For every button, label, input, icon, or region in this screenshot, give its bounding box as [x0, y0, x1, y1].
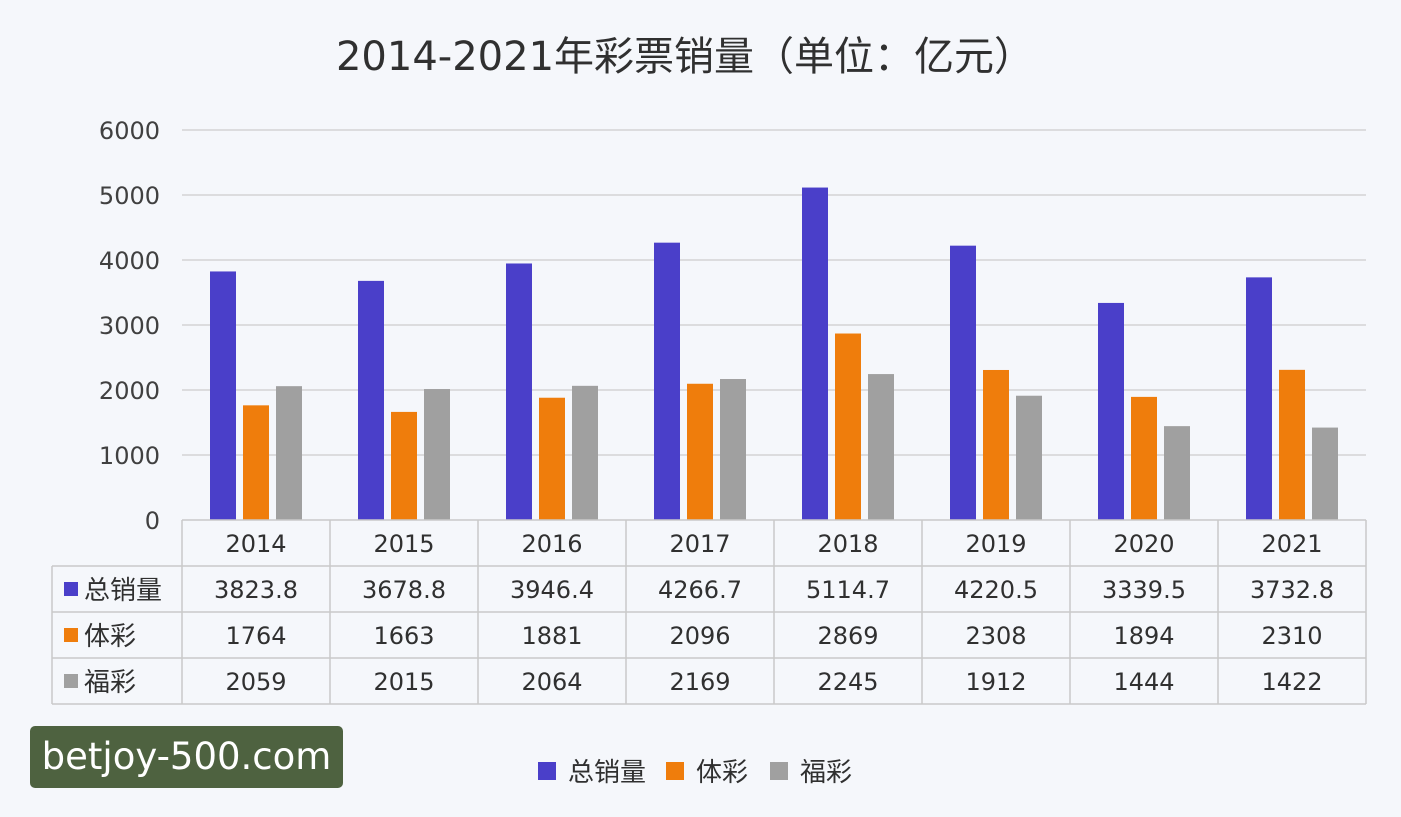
bar [654, 242, 680, 521]
x-tick-label: 2014 [225, 530, 286, 558]
data-label: 1663 [373, 622, 434, 650]
y-tick-label: 3000 [99, 312, 160, 340]
bar [1016, 395, 1042, 520]
legend-label: 福彩 [800, 758, 852, 788]
bar [276, 386, 302, 520]
bar [539, 397, 565, 520]
data-label: 4266.7 [658, 576, 742, 604]
bar [1131, 396, 1157, 520]
x-tick-label: 2018 [817, 530, 878, 558]
y-tick-label: 4000 [99, 247, 160, 275]
y-tick-label: 2000 [99, 377, 160, 405]
bar [506, 263, 532, 520]
legend-key [538, 762, 556, 780]
data-label: 2064 [521, 668, 582, 696]
bars [210, 187, 1338, 521]
data-label: 2015 [373, 668, 434, 696]
data-table: 2014 2015 2016 2017 2018 2019 2020 2021 总销量 3823.… [51, 519, 1367, 705]
bar [687, 383, 713, 520]
y-tick-label: 5000 [99, 182, 160, 210]
bar [1246, 277, 1272, 520]
bar [1164, 426, 1190, 520]
data-label: 2869 [817, 622, 878, 650]
legend-key [666, 762, 684, 780]
x-tick-label: 2019 [965, 530, 1026, 558]
bar [572, 385, 598, 520]
data-label: 2308 [965, 622, 1026, 650]
data-label: 2096 [669, 622, 730, 650]
data-label: 1912 [965, 668, 1026, 696]
bar [983, 369, 1009, 520]
legend: 总销量 体彩 福彩 [538, 758, 852, 788]
y-tick-label: 6000 [99, 117, 160, 145]
bar [950, 245, 976, 521]
data-label: 3823.8 [214, 576, 298, 604]
data-label: 3339.5 [1102, 576, 1186, 604]
x-tick-label: 2015 [373, 530, 434, 558]
x-tick-label: 2016 [521, 530, 582, 558]
data-label: 2059 [225, 668, 286, 696]
x-tick-label: 2021 [1261, 530, 1322, 558]
x-tick-label: 2017 [669, 530, 730, 558]
bar [1098, 302, 1124, 520]
y-axis-ticks: 0 1000 2000 3000 4000 5000 6000 [99, 117, 160, 535]
y-tick-label: 0 [145, 507, 160, 535]
bar [243, 405, 269, 520]
data-label: 2310 [1261, 622, 1322, 650]
data-label: 1881 [521, 622, 582, 650]
data-label: 5114.7 [806, 576, 890, 604]
bar [720, 379, 746, 520]
bar [424, 389, 450, 520]
bar [835, 333, 861, 520]
bar [210, 271, 236, 520]
bar [802, 187, 828, 520]
bar [358, 280, 384, 520]
data-label: 1894 [1113, 622, 1174, 650]
table-series-name: 体彩 [84, 622, 136, 652]
data-label: 1764 [225, 622, 286, 650]
legend-key [770, 762, 788, 780]
data-label: 3732.8 [1250, 576, 1334, 604]
table-series-key [64, 674, 78, 688]
table-series-key [64, 628, 78, 642]
y-tick-label: 1000 [99, 442, 160, 470]
data-label: 4220.5 [954, 576, 1038, 604]
bar [868, 374, 894, 520]
data-label: 2245 [817, 668, 878, 696]
table-series-name: 总销量 [84, 576, 162, 606]
bar [1279, 369, 1305, 520]
chart-title: 2014-2021年彩票销量（单位：亿元） [336, 34, 1034, 80]
bar [391, 411, 417, 520]
x-tick-label: 2020 [1113, 530, 1174, 558]
data-label: 1444 [1113, 668, 1174, 696]
data-label: 1422 [1261, 668, 1322, 696]
data-label: 3678.8 [362, 576, 446, 604]
legend-label: 总销量 [568, 758, 646, 788]
data-label: 3946.4 [510, 576, 594, 604]
table-series-key [64, 582, 78, 596]
watermark-badge: betjoy-500.com [30, 726, 343, 788]
table-series-name: 福彩 [84, 668, 136, 698]
data-label: 2169 [669, 668, 730, 696]
bar [1312, 427, 1338, 520]
legend-label: 体彩 [696, 758, 748, 788]
